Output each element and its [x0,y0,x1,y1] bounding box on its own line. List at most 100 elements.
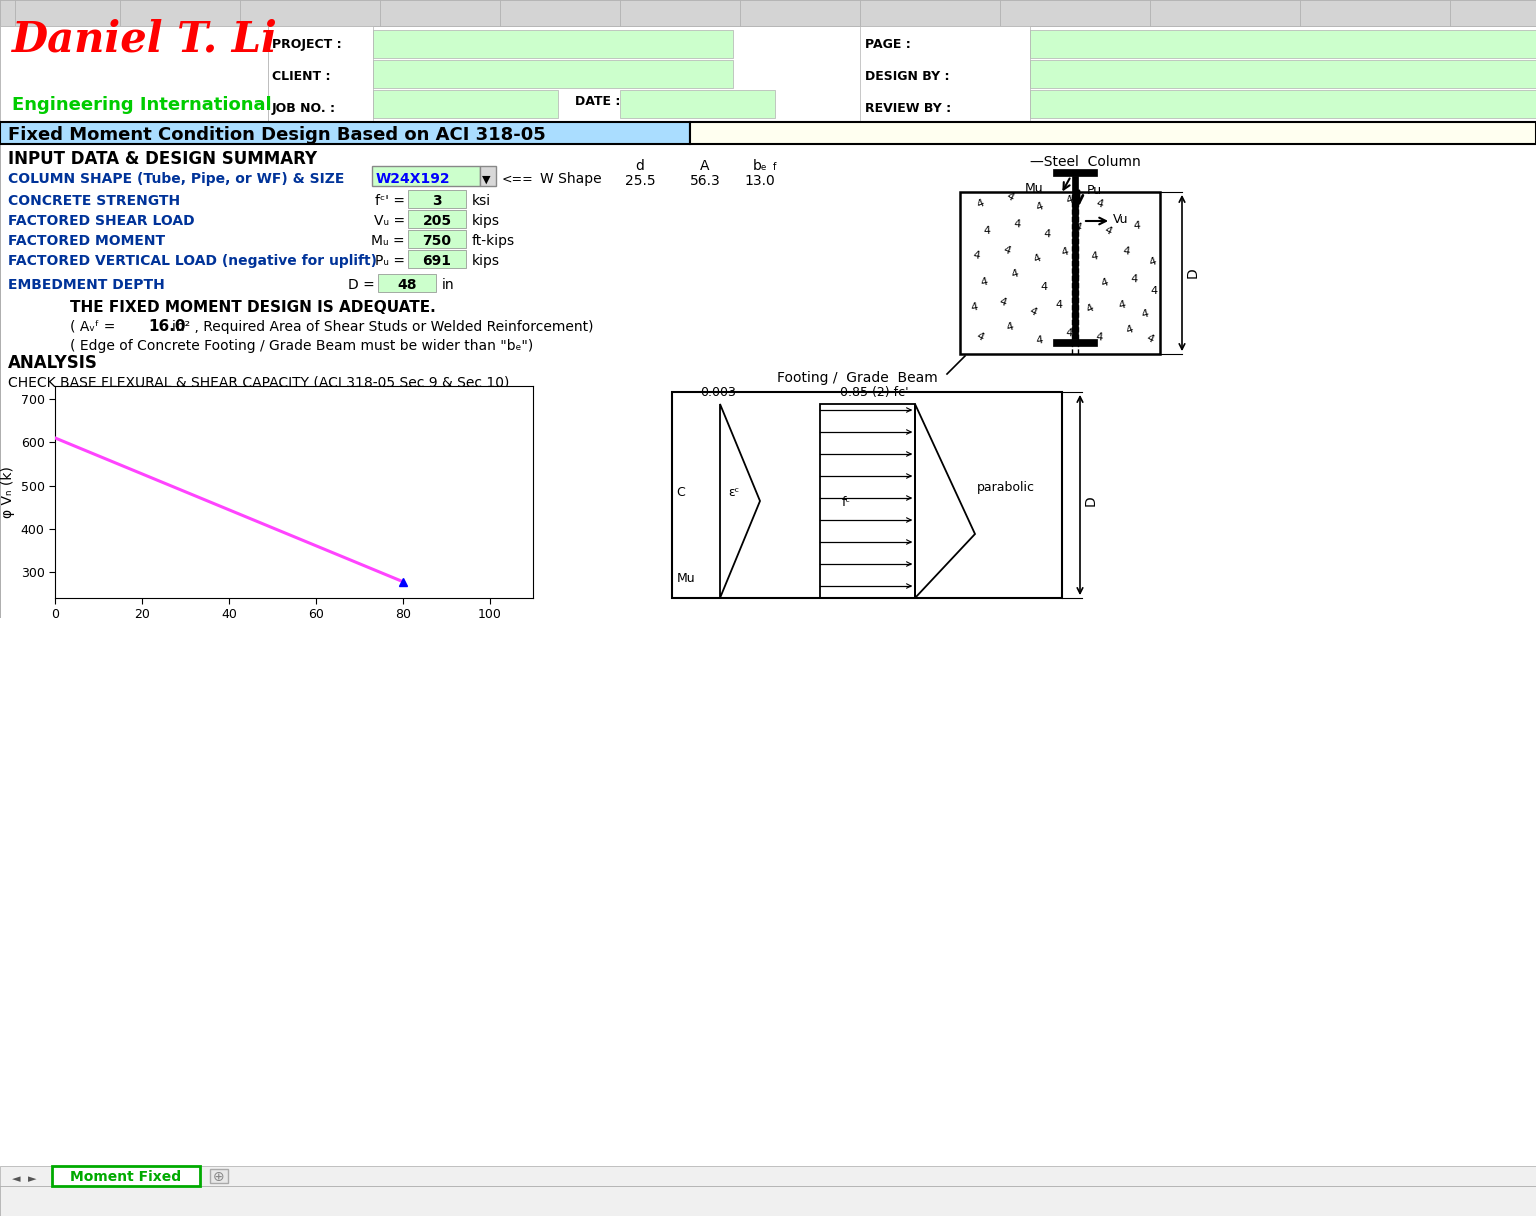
Text: CHECK BASE FLEXURAL & SHEAR CAPACITY (ACI 318-05 Sec 9 & Sec 10): CHECK BASE FLEXURAL & SHEAR CAPACITY (AC… [8,375,510,389]
Text: A: A [700,159,710,173]
Text: f: f [773,162,776,171]
Text: 4: 4 [1140,309,1149,320]
Text: kips: kips [472,214,501,229]
Text: 4: 4 [1147,257,1158,268]
Bar [1450,0,1536,26]
Text: W Shape: W Shape [541,171,602,186]
Bar [409,230,465,248]
Bar [820,404,915,598]
Text: bₑ: bₑ [753,159,768,173]
Text: 4: 4 [980,277,989,288]
Text: 4: 4 [983,226,991,236]
Text: 4: 4 [971,302,978,313]
Text: Mu: Mu [1025,182,1043,195]
Text: ( Edge of Concrete Footing / Grade Beam must be wider than "bₑ"): ( Edge of Concrete Footing / Grade Beam … [71,339,533,353]
Text: 4: 4 [1134,220,1141,231]
Text: 4: 4 [1011,269,1020,280]
Text: 4: 4 [1144,333,1155,345]
Text: D: D [1186,268,1200,278]
Bar [690,122,1536,143]
Text: JOB NO. :: JOB NO. : [272,102,336,116]
Bar [378,274,436,292]
Text: 4: 4 [1055,300,1063,310]
Text: 4: 4 [1103,225,1114,237]
Bar [0,26,267,126]
Bar [960,192,1160,354]
Text: 4: 4 [1091,252,1098,261]
Text: 4: 4 [1014,219,1021,229]
Text: 0.003: 0.003 [700,385,736,399]
Text: 4: 4 [1035,201,1044,213]
Text: 4: 4 [1035,336,1043,347]
Text: in² , Required Area of Shear Studs or Welded Reinforcement): in² , Required Area of Shear Studs or We… [172,320,593,334]
Bar [409,250,465,268]
Text: PAGE :: PAGE : [865,38,911,51]
Bar [0,618,1536,1186]
Text: 4: 4 [1121,247,1130,257]
Bar [740,0,860,26]
Text: in: in [442,278,455,292]
Text: D: D [1084,496,1098,506]
Text: EMBEDMENT DEPTH: EMBEDMENT DEPTH [8,278,164,292]
Text: ◄: ◄ [12,1173,20,1184]
Text: 4: 4 [1118,299,1127,311]
Text: Moment Fixed: Moment Fixed [71,1170,181,1184]
Bar [621,0,740,26]
Bar [379,0,501,26]
Text: εᶜ: εᶜ [728,486,739,499]
Text: 4: 4 [1001,244,1012,257]
Text: COLUMN SHAPE (Tube, Pipe, or WF) & SIZE: COLUMN SHAPE (Tube, Pipe, or WF) & SIZE [8,171,344,186]
Bar [1031,30,1536,58]
Text: Fixed Moment Condition Design Based on ACI 318-05: Fixed Moment Condition Design Based on A… [8,126,545,143]
Bar [860,26,1031,126]
Bar [373,30,733,58]
Bar [0,0,15,26]
Text: kips: kips [472,254,501,268]
Text: C: C [676,486,685,499]
Bar [372,167,479,186]
Bar [1000,0,1150,26]
Text: Daniel T. Li: Daniel T. Li [12,19,278,61]
Bar [0,0,1536,26]
Text: Pu: Pu [1087,184,1103,197]
Bar [479,167,496,186]
Text: DESIGN BY :: DESIGN BY : [865,71,949,83]
Text: INPUT DATA & DESIGN SUMMARY: INPUT DATA & DESIGN SUMMARY [8,150,316,168]
Text: 4: 4 [1074,221,1083,233]
Bar [1150,0,1299,26]
Text: Vu: Vu [1114,213,1129,226]
Text: FACTORED SHEAR LOAD: FACTORED SHEAR LOAD [8,214,195,229]
Text: ANALYSIS: ANALYSIS [8,354,98,372]
Bar [210,1169,227,1183]
Text: Engineering International: Engineering International [12,96,272,114]
Text: ( Aᵥᶠ =: ( Aᵥᶠ = [71,320,115,334]
Text: 4: 4 [1071,274,1080,285]
Bar [267,26,373,126]
Text: 4: 4 [1028,306,1038,319]
Text: Pᵤ =: Pᵤ = [375,254,406,268]
Bar [120,0,240,26]
Text: ⊕: ⊕ [214,1170,224,1184]
Text: ksi: ksi [472,195,492,208]
Text: 4: 4 [1005,321,1015,333]
Text: parabolic: parabolic [977,482,1035,494]
Text: 4: 4 [1043,229,1051,240]
Bar [860,0,1000,26]
Text: 4: 4 [1005,191,1015,203]
Text: Footing /  Grade  Beam: Footing / Grade Beam [777,371,938,385]
Text: ►: ► [28,1173,37,1184]
Bar [501,0,621,26]
Text: 4: 4 [1150,286,1157,295]
Bar [52,1166,200,1186]
Text: Mᵤ =: Mᵤ = [372,233,406,248]
Bar [621,90,776,118]
Bar [673,392,1061,598]
Text: <==: <== [502,173,533,186]
Text: DATE :: DATE : [574,95,621,108]
Text: Mu: Mu [677,572,696,585]
Text: fᶜ: fᶜ [842,496,851,510]
Text: ▼: ▼ [482,175,490,185]
Text: 4: 4 [1095,198,1104,210]
Y-axis label: φ Vₙ (k): φ Vₙ (k) [2,466,15,518]
Bar [409,210,465,229]
